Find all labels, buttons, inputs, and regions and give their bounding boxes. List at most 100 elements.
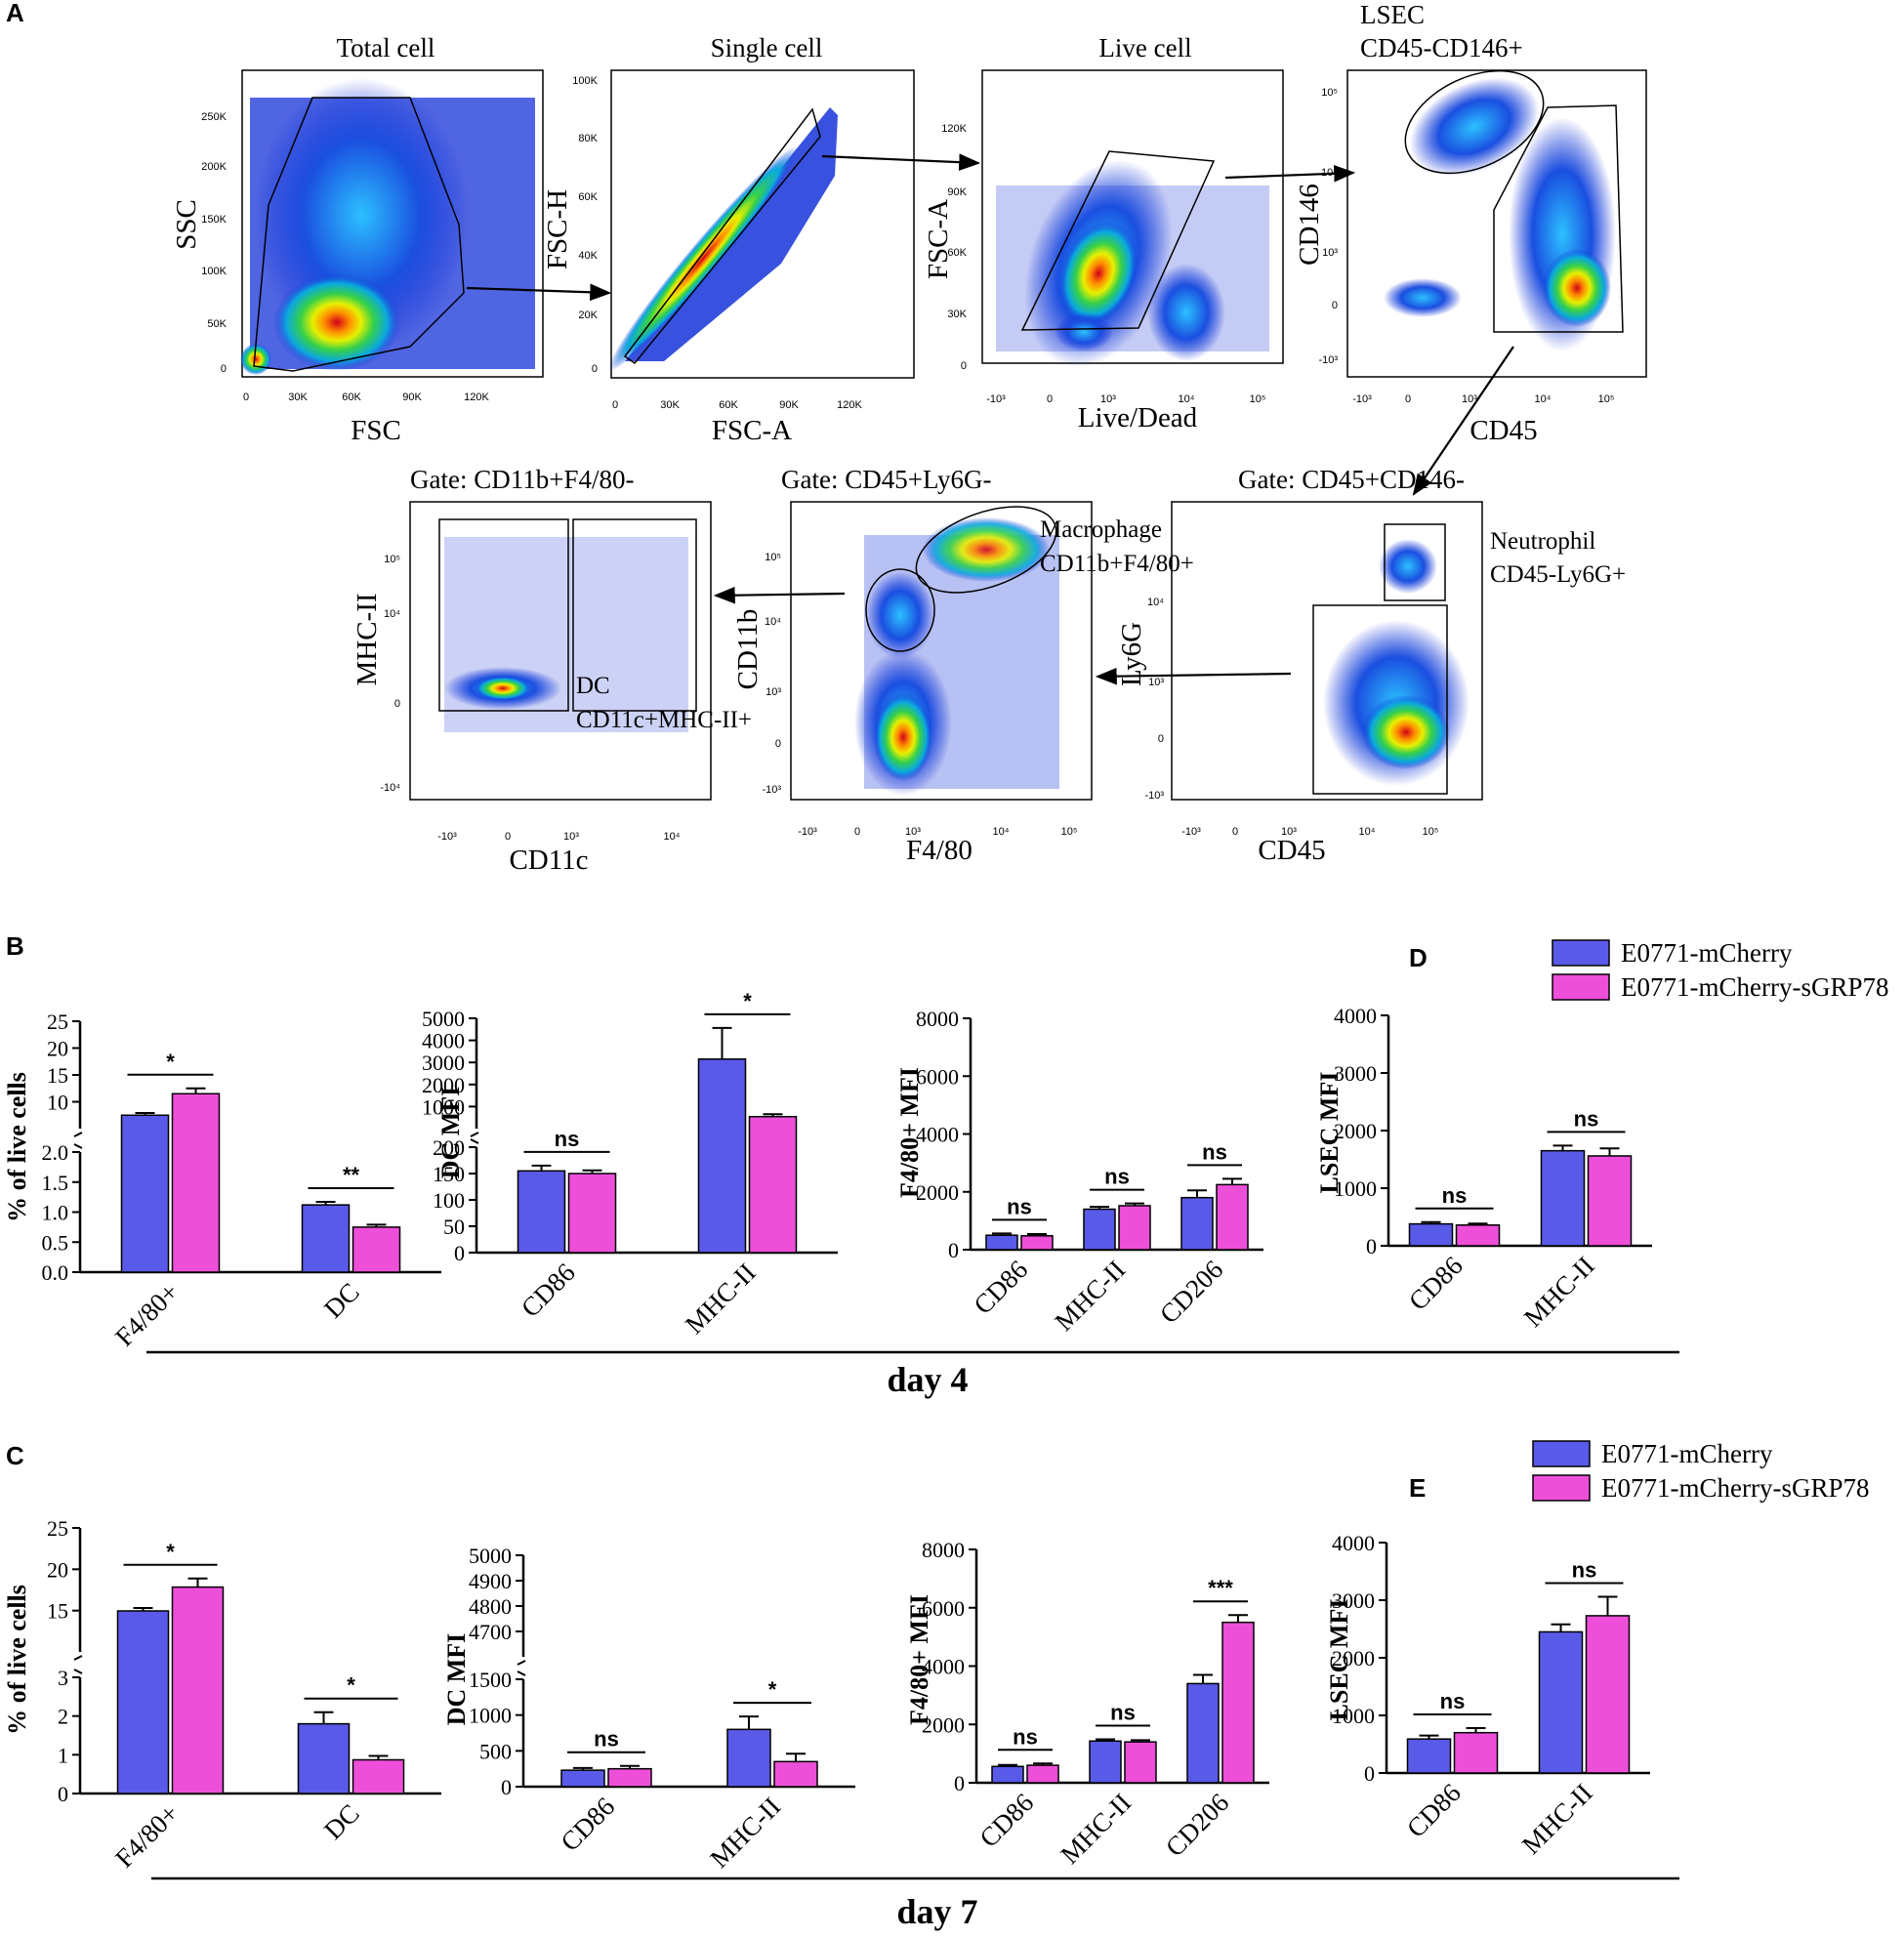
y-tick: 10⁴ [384, 608, 400, 620]
flow-plot-macrophage: Gate: CD45+Ly6G- Macrophage CD11b+F4/80+… [732, 465, 1194, 866]
y-tick-label: 0.5 [42, 1230, 69, 1255]
y-tick-label: 1.5 [42, 1171, 69, 1195]
y-tick: 90K [947, 186, 967, 198]
x-category-label: CD86 [973, 1788, 1039, 1853]
bar-chart-D: 0 1000 2000 3000 4000 LSEC MFI ns CD86 ns MHC-II [1315, 1004, 1652, 1333]
bar-C3-1-0 [1089, 1740, 1122, 1784]
y-tick-label: 4700 [469, 1620, 512, 1644]
x-ticks: -10³ 0 10³ 10⁴ 10⁵ [1352, 393, 1614, 405]
bar-B1-0-0 [120, 1114, 170, 1273]
bar-C3-2-1 [1221, 1621, 1255, 1784]
y-axis-label: FSC-H [542, 189, 573, 269]
flow-plot-single-cell: Single cell FSC-A FSC-H 0 30K 60K 90K 12… [542, 33, 915, 446]
significance-label: * [768, 1677, 777, 1702]
significance-label: ** [343, 1163, 360, 1187]
x-tick: 120K [837, 399, 862, 411]
y-tick-label: 6000 [922, 1596, 965, 1621]
x-tick: 90K [402, 392, 422, 403]
y-tick-label: 2000 [422, 1073, 465, 1097]
x-category-label: CD86 [968, 1255, 1033, 1320]
flow-plot-lsec: LSEC CD45-CD146+ CD45 CD146 -10³ 0 10³ 1… [1294, 0, 1647, 446]
gating-arrows [466, 153, 1514, 685]
significance-label: ns [1442, 1183, 1468, 1208]
flow-plot-live-cell: Live cell Live/Dead FSC-A -10³ 0 10³ 10⁴… [923, 33, 1284, 433]
y-tick-label: 1 [58, 1743, 68, 1767]
bar-B3-1-1 [1118, 1205, 1151, 1251]
bar-B2-1-1 [748, 1115, 798, 1254]
y-tick: 60K [947, 247, 967, 259]
y-tick-label: 2000 [916, 1180, 959, 1205]
y-axis-label: SSC [171, 199, 202, 250]
x-tick: 10³ [1281, 826, 1297, 838]
y-axis-label: DC MFI [436, 1087, 465, 1179]
bar-B3-0-0 [985, 1234, 1018, 1251]
gate-mid [865, 568, 935, 652]
bar-B3-2-1 [1216, 1183, 1249, 1251]
x-tick: 60K [342, 392, 361, 403]
y-tick-label: 25 [47, 1516, 68, 1541]
y-tick-label: 4800 [469, 1594, 512, 1619]
gate-dc [572, 518, 697, 712]
y-tick-label: 0 [954, 1771, 965, 1795]
y-tick-label: 3000 [1332, 1588, 1375, 1613]
y-tick-label: 500 [479, 1739, 512, 1763]
y-tick: 0 [961, 360, 967, 372]
bar-E-1-1 [1585, 1615, 1631, 1774]
y-axis-label: F4/80+ MFI [905, 1594, 933, 1725]
y-tick: 0 [592, 363, 598, 375]
y-tick: 10³ [1148, 677, 1164, 688]
significance-label: ns [1202, 1139, 1227, 1164]
y-tick-label: 100 [433, 1188, 465, 1213]
x-tick: 0 [854, 826, 860, 838]
x-tick: 10³ [1100, 393, 1116, 405]
significance-label: ns [594, 1727, 619, 1752]
y-axis-label: MHC-II [352, 593, 383, 685]
y-tick: 0 [1158, 733, 1164, 745]
bar-C3-2-0 [1186, 1682, 1220, 1784]
bar-C1-0-0 [116, 1610, 170, 1794]
x-tick: 30K [660, 399, 680, 411]
x-axis-label: CD45 [1258, 835, 1325, 866]
x-category-label: CD86 [555, 1792, 620, 1857]
bar-chart-E: 0 1000 2000 3000 4000 LSEC MFI ns CD86 ns MHC-II [1325, 1531, 1650, 1860]
y-tick: 60K [578, 191, 598, 203]
gate-polygon [1493, 104, 1624, 333]
bar-C1-0-1 [171, 1586, 225, 1794]
y-tick-label: 4000 [1332, 1531, 1375, 1555]
y-tick-label: 0 [454, 1241, 465, 1265]
significance-label: ns [555, 1127, 580, 1151]
legend-day7: E0771-mCherry E0771-mCherry-sGRP78 [1532, 1439, 1869, 1503]
density-hotspot [1058, 221, 1138, 326]
plot-title: Live cell [1098, 33, 1191, 62]
density-hotspot [1543, 249, 1611, 327]
x-tick: -10³ [1352, 393, 1372, 405]
x-axis-label: Live/Dead [1078, 402, 1198, 433]
bar-B2-1-0 [697, 1058, 747, 1254]
y-tick: -10³ [762, 784, 781, 796]
y-tick: 10⁴ [765, 616, 781, 628]
plot-title: Gate: CD45+Ly6G- [781, 465, 991, 494]
y-tick: 120K [941, 123, 967, 135]
y-tick-label: 150 [433, 1162, 465, 1186]
day7-label: day 7 [896, 1892, 977, 1931]
y-ticks: 10⁵ 10⁴ 0 -10⁴ [380, 554, 400, 794]
y-tick-label: 2000 [922, 1712, 965, 1737]
y-ticks: 100K 80K 60K 40K 20K 0 [572, 75, 598, 375]
y-tick: 10⁵ [1321, 87, 1338, 99]
x-tick: 30K [288, 392, 308, 403]
y-tick-label: 3000 [422, 1051, 465, 1075]
density-left [1384, 278, 1462, 317]
significance-label: ns [1110, 1700, 1136, 1724]
x-ticks: 0 30K 60K 90K 120K [243, 392, 490, 403]
x-tick: 10⁵ [1061, 826, 1078, 838]
y-tick: 40K [578, 250, 598, 262]
axis-break-mark [73, 1132, 83, 1149]
x-axis-label: CD11c [509, 845, 588, 876]
bar-D-1-1 [1587, 1155, 1633, 1247]
x-tick: 0 [505, 831, 511, 843]
y-axis-label: DC MFI [442, 1633, 471, 1726]
legend-swatch-sgrp78 [1532, 1474, 1591, 1502]
x-category-label: F4/80+ [109, 1798, 185, 1874]
